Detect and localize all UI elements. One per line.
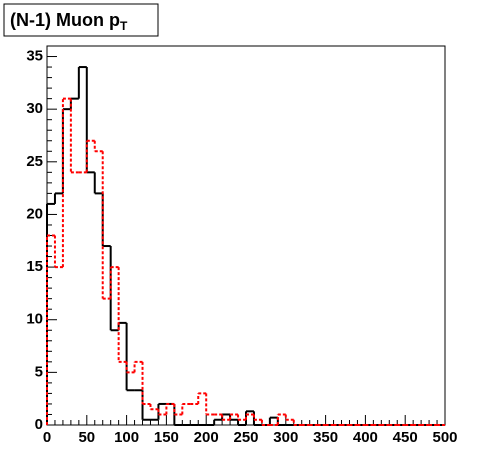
x-tick-label: 250 [233,429,258,446]
x-tick-label: 200 [194,429,219,446]
chart-title: (N-1) Muon pT [10,10,128,33]
y-tick-label: 0 [35,416,43,433]
x-tick-label: 350 [313,429,338,446]
y-tick-label: 35 [26,47,43,64]
title-subscript: T [120,19,128,33]
y-tick-label: 15 [26,258,43,275]
x-tick-label: 0 [43,429,51,446]
y-tick-label: 5 [35,363,43,380]
y-tick-label: 10 [26,311,43,328]
x-tick-label: 50 [78,429,95,446]
x-tick-label: 300 [273,429,298,446]
x-tick-label: 400 [353,429,378,446]
x-tick-label: 450 [393,429,418,446]
x-tick-label: 100 [114,429,139,446]
x-tick-label: 150 [154,429,179,446]
y-tick-label: 25 [26,153,43,170]
title-box [3,3,159,37]
y-tick-label: 30 [26,100,43,117]
y-tick-label: 20 [26,205,43,222]
title-text: (N-1) Muon p [10,10,120,30]
x-tick-label: 500 [432,429,457,446]
